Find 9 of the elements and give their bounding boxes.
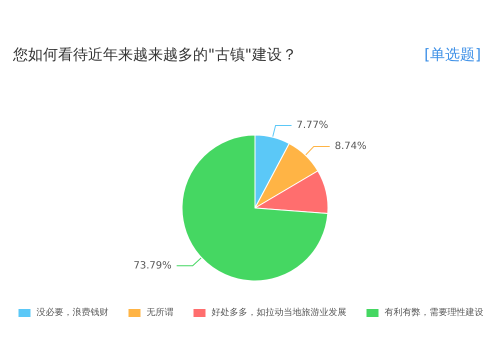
data-label: 73.79%: [134, 260, 172, 272]
data-label: 8.74%: [334, 141, 367, 152]
legend-label: 没必要，浪费钱财: [36, 307, 108, 318]
legend-label: 有利有弊，需要理性建设: [384, 307, 484, 318]
chart-subtitle: [单选题]: [424, 46, 482, 64]
chart-title: 您如何看待近年来越来越多的"古镇"建设？: [12, 46, 297, 64]
data-label: 7.77%: [296, 120, 328, 132]
legend-label: 无所谓: [146, 307, 174, 318]
legend-label: 好处多多，如拉动当地旅游业发展: [212, 307, 346, 318]
